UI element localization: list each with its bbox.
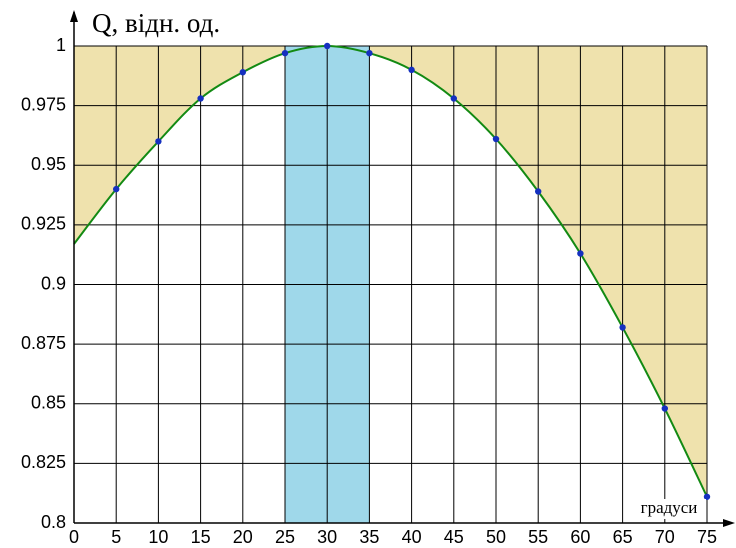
- x-tick-label: 20: [233, 527, 253, 547]
- y-tick-label: 0.825: [21, 452, 66, 472]
- y-tick-label: 0.95: [31, 154, 66, 174]
- data-point: [577, 250, 584, 257]
- data-point: [155, 138, 162, 145]
- x-tick-label: 40: [402, 527, 422, 547]
- x-label-bg: [632, 499, 706, 519]
- x-tick-label: 10: [148, 527, 168, 547]
- x-tick-label: 70: [655, 527, 675, 547]
- x-tick-label: 0: [69, 527, 79, 547]
- x-axis-title: градуси: [641, 498, 698, 517]
- data-point: [197, 95, 204, 102]
- data-point: [703, 493, 711, 500]
- y-tick-label: 0.875: [21, 333, 66, 353]
- data-point: [492, 135, 500, 143]
- y-axis-title: Q, відн. од.: [92, 8, 220, 38]
- x-tick-label: 60: [570, 527, 590, 547]
- y-tick-label: 0.85: [31, 393, 66, 413]
- y-tick-label: 0.925: [21, 214, 66, 234]
- data-point: [113, 185, 120, 193]
- x-tick-label: 45: [444, 527, 464, 547]
- x-tick-label: 30: [317, 527, 337, 547]
- grid: [73, 45, 708, 524]
- x-tick-label: 35: [359, 527, 379, 547]
- x-tick-label: 75: [697, 527, 717, 547]
- marks: [73, 42, 711, 500]
- y-tick-label: 0.8: [41, 512, 66, 532]
- y-tick-label: 0.9: [41, 273, 66, 293]
- data-point: [535, 188, 542, 195]
- x-tick-label: 25: [275, 527, 295, 547]
- data-point: [324, 42, 331, 50]
- x-tick-label: 15: [191, 527, 211, 547]
- data-point: [661, 405, 668, 412]
- y-arrow: [70, 10, 78, 22]
- x-arrow: [723, 519, 735, 527]
- y-tick-label: 0.975: [21, 94, 66, 114]
- data-point: [366, 49, 373, 57]
- x-tick-label: 65: [613, 527, 633, 547]
- data-point: [450, 95, 457, 102]
- data-point: [281, 49, 289, 57]
- x-tick-label: 50: [486, 527, 506, 547]
- data-point: [619, 324, 626, 331]
- y-tick-label: 1: [56, 35, 66, 55]
- data-point: [408, 66, 415, 74]
- x-tick-label: 5: [111, 527, 121, 547]
- data-point: [239, 69, 246, 76]
- x-tick-label: 55: [528, 527, 548, 547]
